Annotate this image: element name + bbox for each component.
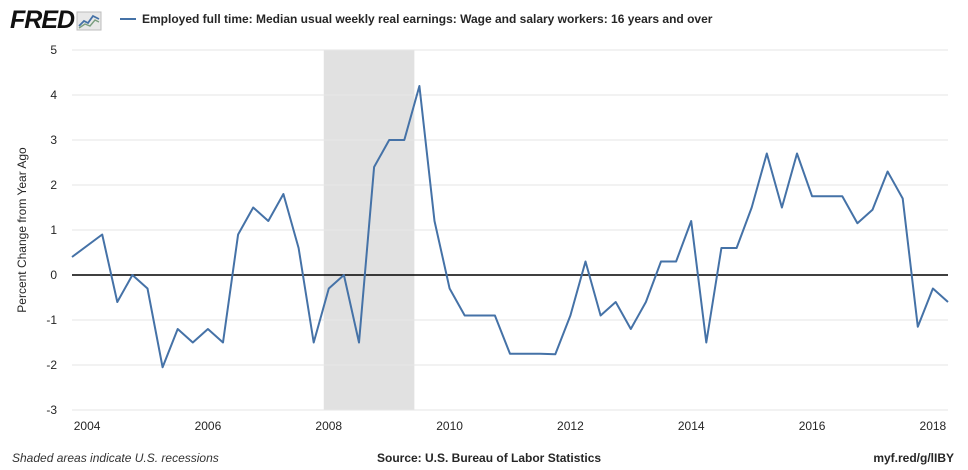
legend-series-label: Employed full time: Median usual weekly …	[142, 12, 713, 26]
y-tick-label: 3	[50, 133, 57, 147]
line-chart[interactable]: -3 -2 -1 0 1 2 3 4 5 2004 2006 2008 2010 2012 2014 2016…	[0, 40, 968, 450]
x-tick-label: 2016	[799, 419, 826, 433]
fred-logo[interactable]: FRED	[10, 6, 102, 35]
recession-note: Shaded areas indicate U.S. recessions	[12, 451, 219, 465]
short-url[interactable]: myf.red/g/lIBY	[873, 451, 954, 465]
chart-footer: Shaded areas indicate U.S. recessions So…	[0, 450, 968, 470]
legend-series-swatch	[120, 18, 136, 20]
y-tick-label: -1	[46, 313, 57, 327]
series-line[interactable]	[71, 85, 949, 369]
fred-graph-icon	[76, 11, 102, 30]
x-tick-label: 2014	[678, 419, 705, 433]
source-credit: Source: U.S. Bureau of Labor Statistics	[377, 451, 602, 465]
fred-logo-text: FRED	[10, 6, 75, 34]
y-axis-label: Percent Change from Year Ago	[15, 147, 29, 313]
x-tick-label: 2004	[74, 419, 101, 433]
y-tick-label: -2	[46, 358, 57, 372]
chart-legend[interactable]: Employed full time: Median usual weekly …	[120, 12, 712, 26]
y-tick-label: 1	[50, 223, 57, 237]
y-tick-label: 5	[50, 43, 57, 57]
y-tick-label: -3	[46, 403, 57, 417]
x-tick-label: 2010	[436, 419, 463, 433]
y-tick-label: 2	[50, 178, 57, 192]
x-tick-label: 2018	[920, 419, 947, 433]
y-tick-label: 4	[50, 88, 57, 102]
chart-header: FRED Employed full time: Median usual we…	[0, 0, 968, 40]
y-tick-label: 0	[50, 268, 57, 282]
x-tick-label: 2008	[315, 419, 342, 433]
x-tick-label: 2012	[557, 419, 584, 433]
x-tick-label: 2006	[195, 419, 222, 433]
